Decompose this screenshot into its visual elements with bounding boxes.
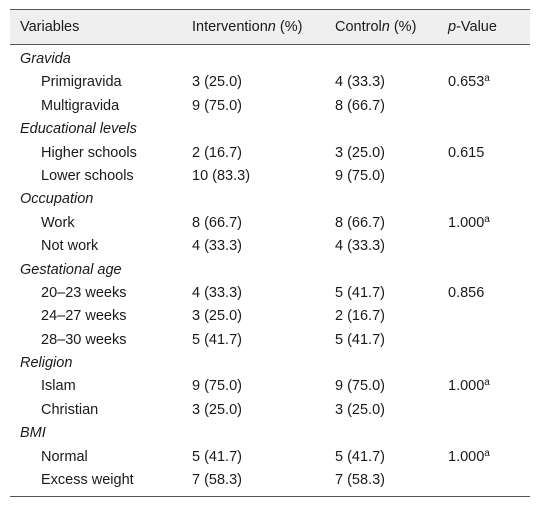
header-intervention: Interventionn (%) [192,10,302,44]
header-control-label: Control [335,19,382,35]
group-row: Gravida [10,48,530,71]
header-intervention-pct: (%) [275,19,303,35]
group-label: Religion [20,355,73,372]
header-intervention-n: n [267,19,276,35]
p-value-cell: 1.000a [448,375,490,398]
characteristics-table: Variables Interventionn (%) Controln (%)… [10,9,530,497]
table-body: Gravida Primigravida 3 (25.0) 4 (33.3) 0.653… [10,48,530,492]
group-label: Educational levels [20,121,137,138]
p-value: 0.653 [448,74,485,91]
header-pvalue: p-Value [448,10,497,44]
header-control-pct: (%) [389,19,417,35]
control-value: 4 (33.3) [335,238,385,255]
table-row: Lower schools 10 (83.3) 9 (75.0) [10,165,530,188]
group-row: BMI [10,422,530,445]
control-value: 4 (33.3) [335,74,385,91]
control-value: 9 (75.0) [335,378,385,395]
table-row: 20–23 weeks 4 (33.3) 5 (41.7) 0.856 [10,282,530,305]
p-value: 1.000 [448,378,485,395]
group-label: BMI [20,425,46,442]
p-value-footnote-marker: a [484,73,490,85]
control-value: 7 (58.3) [335,472,385,489]
table-row: Work 8 (66.7) 8 (66.7) 1.000a [10,212,530,235]
table-row: Higher schools 2 (16.7) 3 (25.0) 0.615 [10,142,530,165]
row-label: Multigravida [41,97,120,114]
intervention-value: 3 (25.0) [192,401,242,418]
control-value: 8 (66.7) [335,214,385,231]
p-value-footnote-marker: a [484,213,490,225]
control-value: 5 (41.7) [335,284,385,301]
table-row: 24–27 weeks 3 (25.0) 2 (16.7) [10,305,530,328]
p-value: 1.000 [448,214,485,231]
group-row: Occupation [10,188,530,211]
table-row: Primigravida 3 (25.0) 4 (33.3) 0.653a [10,71,530,94]
row-label: Christian [41,401,99,418]
table-row: Not work 4 (33.3) 4 (33.3) [10,235,530,258]
control-value: 2 (16.7) [335,308,385,325]
group-row: Gestational age [10,259,530,282]
row-label: Work [41,214,75,231]
header-pvalue-p: p [448,19,457,35]
control-value: 5 (41.7) [335,331,385,348]
table-row: Islam 9 (75.0) 9 (75.0) 1.000a [10,375,530,398]
control-value: 8 (66.7) [335,97,385,114]
header-pvalue-label: -Value [456,19,497,35]
intervention-value: 10 (83.3) [192,167,251,184]
p-value-cell: 0.653a [448,71,490,94]
row-label: 20–23 weeks [41,284,127,301]
intervention-value: 8 (66.7) [192,214,242,231]
header-control: Controln (%) [335,10,416,44]
header-intervention-label: Intervention [192,19,268,35]
p-value: 0.856 [448,284,485,301]
intervention-value: 3 (25.0) [192,308,242,325]
table-row: 28–30 weeks 5 (41.7) 5 (41.7) [10,329,530,352]
row-label: Islam [41,378,76,395]
group-row: Educational levels [10,118,530,141]
row-label: Excess weight [41,472,134,489]
control-value: 3 (25.0) [335,401,385,418]
group-label: Gestational age [20,261,122,278]
control-value: 9 (75.0) [335,167,385,184]
row-label: 28–30 weeks [41,331,127,348]
table-row: Multigravida 9 (75.0) 8 (66.7) [10,95,530,118]
intervention-value: 5 (41.7) [192,448,242,465]
group-row: Religion [10,352,530,375]
header-control-n: n [381,19,390,35]
row-label: Not work [41,238,99,255]
table-row: Normal 5 (41.7) 5 (41.7) 1.000a [10,446,530,469]
table-header: Variables Interventionn (%) Controln (%)… [10,10,530,45]
row-label: Normal [41,448,88,465]
p-value-cell: 0.856 [448,282,484,305]
row-label: Higher schools [41,144,137,161]
intervention-value: 7 (58.3) [192,472,242,489]
intervention-value: 2 (16.7) [192,144,242,161]
table-row: Christian 3 (25.0) 3 (25.0) [10,399,530,422]
p-value-footnote-marker: a [484,447,490,459]
intervention-value: 4 (33.3) [192,238,242,255]
p-value: 0.615 [448,144,485,161]
p-value: 1.000 [448,448,485,465]
group-label: Gravida [20,51,71,67]
control-value: 3 (25.0) [335,144,385,161]
intervention-value: 3 (25.0) [192,74,242,91]
table-row: Excess weight 7 (58.3) 7 (58.3) [10,469,530,492]
intervention-value: 9 (75.0) [192,97,242,114]
p-value-footnote-marker: a [484,377,490,389]
row-label: Lower schools [41,167,134,184]
group-label: Occupation [20,191,94,208]
control-value: 5 (41.7) [335,448,385,465]
p-value-cell: 0.615 [448,142,484,165]
row-label: 24–27 weeks [41,308,127,325]
row-label: Primigravida [41,74,122,91]
p-value-cell: 1.000a [448,446,490,469]
intervention-value: 9 (75.0) [192,378,242,395]
p-value-cell: 1.000a [448,212,490,235]
intervention-value: 4 (33.3) [192,284,242,301]
header-variables: Variables [20,19,80,35]
intervention-value: 5 (41.7) [192,331,242,348]
